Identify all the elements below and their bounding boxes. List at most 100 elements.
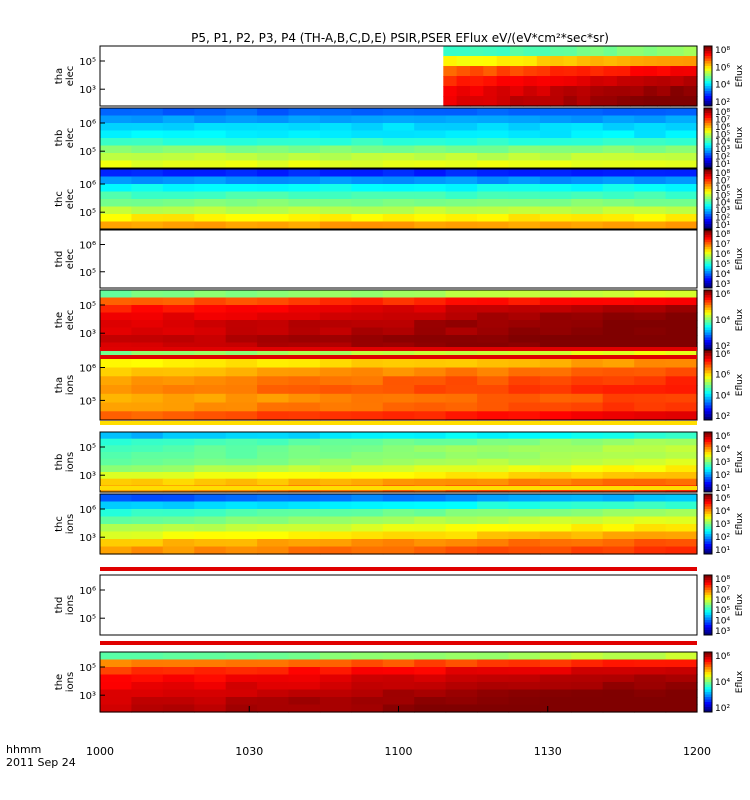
spectrogram-cell xyxy=(414,184,447,193)
spectrogram-cell xyxy=(319,546,352,555)
spectrogram-cell xyxy=(319,438,352,446)
colorbar-segment xyxy=(704,179,712,182)
spectrogram-cell xyxy=(351,214,384,223)
spectrogram-cell xyxy=(382,138,415,147)
colorbar-segment xyxy=(704,108,712,111)
colorbar-segment xyxy=(704,263,712,267)
spectrogram-cell xyxy=(194,689,227,698)
spectrogram-cell xyxy=(477,432,510,440)
spectrogram-cell xyxy=(571,176,604,185)
colorbar-segment xyxy=(704,153,712,156)
colorbar-segment xyxy=(704,204,712,207)
spectrogram-cell xyxy=(665,199,698,208)
colorbar-segment xyxy=(704,347,712,351)
spectrogram-cell xyxy=(257,160,290,169)
spectrogram-cell xyxy=(319,138,352,147)
spectrogram-cell xyxy=(445,478,478,486)
spectrogram-cell xyxy=(571,531,604,540)
spectrogram-cell xyxy=(351,516,384,525)
spectrogram-cell xyxy=(602,138,635,147)
spectrogram-cell xyxy=(602,531,635,540)
spectrogram-cell xyxy=(382,206,415,215)
colorbar-segment xyxy=(704,452,712,455)
spectrogram-cell xyxy=(665,376,698,386)
spectrogram-cell xyxy=(536,76,551,87)
spectrogram-cell xyxy=(319,385,352,395)
colorbar-segment xyxy=(704,387,712,392)
spectrogram-cell xyxy=(563,86,578,97)
spectrogram-cell xyxy=(602,367,635,377)
spectrogram-cell xyxy=(483,76,498,87)
spectrogram-cell xyxy=(571,367,604,377)
spectrogram-cell xyxy=(602,478,635,486)
spectrogram-cell xyxy=(665,221,698,230)
spectrogram-cell xyxy=(590,66,605,77)
spectrogram-cell xyxy=(602,176,635,185)
panel-label: elec xyxy=(65,66,76,87)
spectrogram-cell xyxy=(602,402,635,412)
spectrogram-cell xyxy=(602,206,635,215)
spectrogram-cell xyxy=(634,221,667,230)
spectrogram-cell xyxy=(508,531,541,540)
spectrogram-cell xyxy=(194,524,227,533)
spectrogram-cell xyxy=(665,452,698,460)
spectrogram-cell xyxy=(351,674,384,683)
spectrogram-cell xyxy=(539,652,572,661)
spectrogram-cell xyxy=(100,130,132,139)
spectrogram-cell xyxy=(382,501,415,510)
y-tick-label: 10³ xyxy=(79,471,96,482)
spectrogram-cell xyxy=(414,145,447,154)
spectrogram-cell xyxy=(194,539,227,548)
spectrogram-cell xyxy=(571,206,604,215)
spectrogram-cell xyxy=(100,312,132,321)
spectrogram-cell xyxy=(194,516,227,525)
colorbar-tick-label: 10⁶ xyxy=(715,250,730,260)
colorbar-tick-label: 10² xyxy=(715,98,730,108)
colorbar-segment xyxy=(704,692,712,695)
spectrogram-cell xyxy=(477,145,510,154)
spectrogram-cell xyxy=(571,682,604,691)
spectrogram-cell xyxy=(602,452,635,460)
spectrogram-cell xyxy=(194,501,227,510)
spectrogram-cell xyxy=(477,153,510,162)
colorbar-segment xyxy=(704,325,712,328)
spectrogram-cell xyxy=(414,689,447,698)
spectrogram-cell xyxy=(634,305,667,314)
colorbar-segment xyxy=(704,373,712,377)
panel-label: ions xyxy=(65,595,76,615)
spectrogram-cell xyxy=(288,350,321,360)
spectrogram-cell xyxy=(194,494,227,503)
spectrogram-cell xyxy=(288,472,321,480)
panel-label: thc xyxy=(54,516,65,532)
spectrogram-cell xyxy=(539,115,572,124)
spectrogram-cell xyxy=(319,509,352,518)
spectrogram-cell xyxy=(571,458,604,466)
colorbar-segment xyxy=(704,232,712,236)
spectrogram-cell xyxy=(445,191,478,200)
colorbar-tick-label: 10⁴ xyxy=(715,507,730,517)
spectrogram-cell xyxy=(634,312,667,321)
spectrogram-cell xyxy=(225,546,258,555)
spectrogram-cell xyxy=(162,290,195,299)
separator-strip xyxy=(100,421,697,425)
colorbar-segment xyxy=(704,221,712,225)
spectrogram-cell xyxy=(477,290,510,299)
spectrogram-cell xyxy=(656,66,671,77)
spectrogram-cell xyxy=(523,46,538,57)
spectrogram-cell xyxy=(319,297,352,306)
spectrogram-cell xyxy=(571,108,604,117)
colorbar-segment xyxy=(704,209,712,212)
spectrogram-cell xyxy=(100,206,132,215)
spectrogram-cell xyxy=(571,445,604,453)
spectrogram-cell xyxy=(288,327,321,336)
spectrogram-cell xyxy=(225,169,258,178)
spectrogram-cell xyxy=(670,66,685,77)
y-tick-label: 10⁵ xyxy=(79,663,96,674)
spectrogram-cell xyxy=(634,199,667,208)
spectrogram-cell xyxy=(445,393,478,404)
spectrogram-cell xyxy=(100,138,132,147)
spectrogram-cell xyxy=(319,176,352,185)
spectrogram-cell xyxy=(257,206,290,215)
colorbar-segment xyxy=(704,432,712,435)
panel-label: tha xyxy=(54,377,65,393)
